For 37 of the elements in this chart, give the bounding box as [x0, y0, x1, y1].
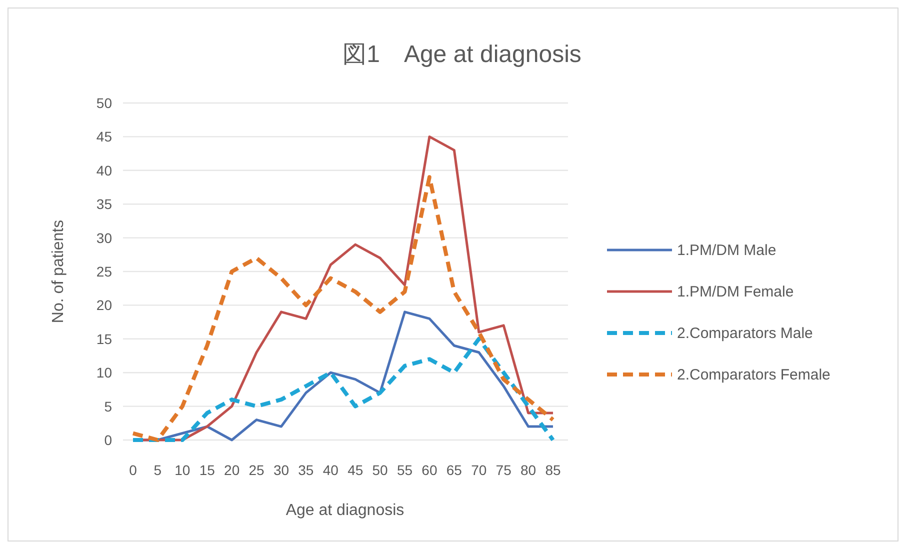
legend-label: 1.PM/DM Female [677, 284, 794, 300]
x-axis-title: Age at diagnosis [286, 502, 404, 519]
y-tick-label: 30 [96, 230, 112, 246]
x-tick-label: 70 [471, 462, 487, 478]
line-series [131, 336, 555, 442]
x-tick-label: 10 [174, 462, 190, 478]
y-tick-label: 50 [96, 95, 112, 111]
y-tick-label: 5 [104, 398, 112, 414]
y-tick-label: 15 [96, 330, 112, 347]
x-tick-label: 85 [545, 462, 561, 478]
y-tick-label: 45 [96, 128, 112, 145]
legend-label: 2.Comparators Male [677, 325, 813, 342]
x-tick-label: 5 [154, 462, 162, 478]
x-tick-label: 55 [396, 462, 413, 478]
x-tick-label: 30 [273, 462, 290, 478]
y-tick-label: 20 [96, 297, 112, 314]
x-tick-label: 65 [446, 462, 462, 478]
x-tick-label: 75 [496, 462, 512, 478]
x-tick-label: 25 [248, 462, 265, 478]
y-tick-label: 10 [96, 364, 112, 381]
chart-title: 図1 Age at diagnosis [342, 41, 582, 68]
x-tick-label: 40 [322, 462, 339, 478]
y-tick-label: 0 [104, 432, 112, 448]
x-tick-label: 50 [372, 462, 388, 478]
x-tick-label: 80 [520, 462, 536, 478]
x-tick-label: 45 [348, 462, 364, 478]
legend-label: 1.PM/DM Male [677, 242, 776, 259]
x-tick-label: 60 [422, 462, 438, 478]
y-tick-label: 25 [96, 264, 112, 280]
x-tick-label: 15 [199, 462, 216, 478]
x-tick-label: 35 [298, 462, 314, 478]
y-tick-label: 40 [96, 162, 112, 178]
y-tick-label: 35 [96, 196, 112, 212]
legend-label: 2.Comparators Female [677, 366, 830, 384]
x-tick-label: 0 [129, 462, 138, 478]
y-axis-title: No. of patients [50, 220, 67, 324]
x-tick-label: 20 [224, 462, 240, 478]
